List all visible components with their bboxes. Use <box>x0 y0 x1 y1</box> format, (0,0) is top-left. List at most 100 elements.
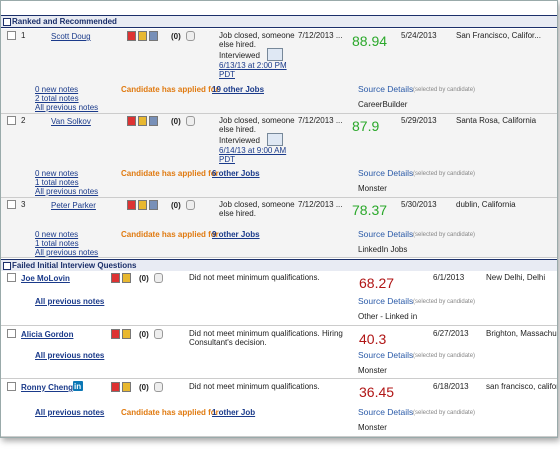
calendar-icon[interactable] <box>267 48 283 61</box>
row-bg <box>1 114 557 198</box>
icon[interactable] <box>127 200 136 210</box>
candidate-name[interactable]: Van Solkov <box>51 117 91 126</box>
source-label: Source Details <box>358 296 414 306</box>
date: 7/12/2013 ... <box>298 116 343 125</box>
notes-link[interactable]: 1 total notes <box>35 178 79 187</box>
source-note: (selected by candidate) <box>413 353 476 359</box>
checkbox[interactable] <box>7 273 16 282</box>
note-count: (0) <box>139 383 149 392</box>
source: Monster <box>358 423 387 432</box>
badge-text: in <box>74 382 82 391</box>
linkedin-badge[interactable]: in <box>73 381 83 391</box>
notes-link[interactable]: 0 new notes <box>35 85 79 94</box>
thumb-icon[interactable] <box>154 329 163 339</box>
thumb-icon[interactable] <box>154 273 163 283</box>
score: 78.37 <box>352 202 388 218</box>
note-count: (0) <box>171 201 181 210</box>
date: 7/12/2013 ... <box>298 31 343 40</box>
notes-link[interactable]: All previous notes <box>35 187 99 196</box>
thumb-icon[interactable] <box>186 116 195 126</box>
source: Other - Linked in <box>358 312 418 321</box>
score: 36.45 <box>359 384 395 400</box>
icon[interactable] <box>127 31 136 41</box>
date-applied: 6/18/2013 <box>433 382 469 391</box>
applied-text: Candidate has applied for <box>121 408 219 417</box>
candidate-name[interactable]: Alicia Gordon <box>21 330 74 339</box>
checkbox[interactable] <box>7 31 16 40</box>
icon[interactable] <box>111 329 120 339</box>
date-applied: 6/27/2013 <box>433 329 469 338</box>
icon[interactable] <box>111 382 120 392</box>
icon[interactable] <box>138 200 147 210</box>
status: Job closed, someone else hired. <box>219 200 295 218</box>
candidate-name[interactable]: Peter Parker <box>51 201 96 210</box>
source-label: Source Details <box>358 229 414 239</box>
source-label: Source Details <box>358 350 414 360</box>
icon[interactable] <box>122 329 131 339</box>
applied-link[interactable]: 6 other Jobs <box>212 169 260 178</box>
interview: Interviewed <box>219 136 260 145</box>
interview-time[interactable]: 6/13/13 at 2:00 PM PDT <box>219 61 287 79</box>
notes-link[interactable]: 0 new notes <box>35 169 79 178</box>
icon[interactable] <box>149 200 158 210</box>
score: 88.94 <box>352 33 388 49</box>
source-note: (selected by candidate) <box>413 299 476 305</box>
icon[interactable] <box>127 116 136 126</box>
icon[interactable] <box>149 31 158 41</box>
thumb-icon[interactable] <box>154 382 163 392</box>
checkbox[interactable] <box>7 329 16 338</box>
row-bg <box>1 380 557 437</box>
icon[interactable] <box>122 382 131 392</box>
notes-link[interactable]: 2 total notes <box>35 94 79 103</box>
notes-link[interactable]: All previous notes <box>35 248 99 257</box>
checkbox[interactable] <box>7 382 16 391</box>
status: Did not meet minimum qualifications. Hir… <box>189 329 343 347</box>
collapse-toggle[interactable] <box>3 18 11 26</box>
status: Did not meet minimum qualifications. <box>189 382 320 391</box>
section-title: Failed Initial Interview Questions <box>12 261 137 270</box>
notes-link[interactable]: 0 new notes <box>35 230 79 239</box>
score: 87.9 <box>352 118 380 134</box>
calendar-icon[interactable] <box>267 133 283 146</box>
checkbox[interactable] <box>7 200 16 209</box>
score: 40.3 <box>359 331 387 347</box>
location: New Delhi, Delhi <box>486 273 546 282</box>
source-label: Source Details <box>358 168 414 178</box>
rank: 1 <box>21 31 26 40</box>
location: Santa Rosa, California <box>456 116 537 125</box>
thumb-icon[interactable] <box>186 200 195 210</box>
source: Monster <box>358 366 387 375</box>
source-note: (selected by candidate) <box>413 410 476 416</box>
thumb-icon[interactable] <box>186 31 195 41</box>
icon[interactable] <box>138 116 147 126</box>
applied-link[interactable]: 1 other Job <box>212 408 256 417</box>
note-count: (0) <box>171 117 181 126</box>
notes-link[interactable]: All previous notes <box>35 297 105 306</box>
applied-link[interactable]: 19 other Jobs <box>212 85 265 94</box>
interview-time[interactable]: 6/14/13 at 9:00 AM PDT <box>219 146 287 164</box>
section-title: Ranked and Recommended <box>12 17 117 26</box>
icon[interactable] <box>149 116 158 126</box>
source: LinkedIn Jobs <box>358 245 408 254</box>
candidate-name[interactable]: Ronny Cheng <box>21 383 73 392</box>
status: Job closed, someone else hired. <box>219 31 295 49</box>
date-applied: 5/24/2013 <box>401 31 437 40</box>
candidate-name[interactable]: Joe MoLovin <box>21 274 70 283</box>
row-bg <box>1 198 557 258</box>
candidate-name[interactable]: Scott Doug <box>51 32 91 41</box>
notes-link[interactable]: 1 total notes <box>35 239 79 248</box>
icon[interactable] <box>111 273 120 283</box>
icon[interactable] <box>138 31 147 41</box>
collapse-toggle[interactable] <box>3 262 11 270</box>
notes-link[interactable]: All previous notes <box>35 351 105 360</box>
date-applied: 5/29/2013 <box>401 116 437 125</box>
notes-link[interactable]: All previous notes <box>35 103 99 112</box>
date-applied: 5/30/2013 <box>401 200 437 209</box>
icon[interactable] <box>122 273 131 283</box>
checkbox[interactable] <box>7 116 16 125</box>
source-note: (selected by candidate) <box>413 171 476 177</box>
applied-link[interactable]: 9 other Jobs <box>212 230 260 239</box>
notes-link[interactable]: All previous notes <box>35 408 105 417</box>
source-label: Source Details <box>358 407 414 417</box>
status: Did not meet minimum qualifications. <box>189 273 320 282</box>
